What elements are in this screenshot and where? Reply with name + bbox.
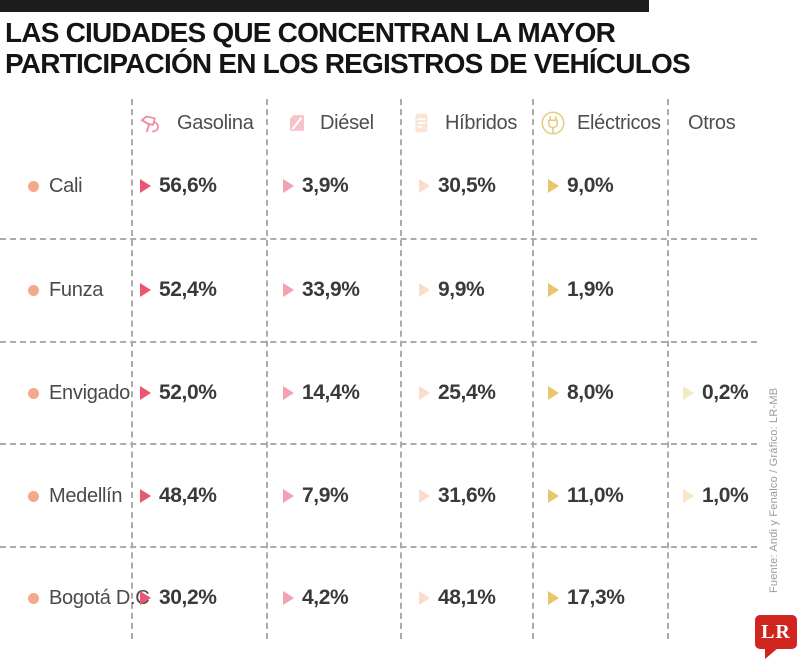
triangle-marker-icon	[419, 283, 430, 297]
triangle-marker-icon	[683, 489, 694, 503]
city-label: Funza	[49, 278, 104, 301]
value-cell: 48,4%	[140, 478, 217, 514]
table-row-medellin: Medellín 48,4% 7,9% 31,6% 11,0% 1,0%	[0, 478, 800, 514]
table-row-bogota: Bogotá D.C 30,2% 4,2% 48,1% 17,3%	[0, 580, 800, 616]
city-cell: Medellín	[28, 478, 123, 514]
bullet-dot-icon	[28, 387, 39, 399]
column-header-label: Diésel	[320, 111, 374, 134]
value-cell: 17,3%	[548, 580, 625, 616]
bullet-dot-icon	[28, 592, 39, 604]
triangle-marker-icon	[283, 283, 294, 297]
grid-vline	[131, 99, 133, 639]
value-cell: 1,9%	[548, 272, 614, 308]
lr-logo-box: LR	[755, 615, 797, 649]
grid-vline	[400, 99, 402, 639]
triangle-marker-icon	[548, 283, 559, 297]
city-label: Medellín	[49, 484, 123, 507]
city-cell: Bogotá D.C	[28, 580, 150, 616]
column-header-gasolina: Gasolina	[138, 103, 254, 143]
fuel-pump-icon	[138, 108, 168, 138]
value-cell: 11,0%	[548, 478, 624, 514]
column-header-diesel: Diésel	[283, 103, 374, 143]
column-header-otros: Otros	[688, 103, 736, 143]
value-cell: 14,4%	[283, 375, 360, 411]
value-cell: 30,5%	[419, 168, 496, 204]
grid-hline	[0, 341, 757, 343]
table-row-funza: Funza 52,4% 33,9% 9,9% 1,9%	[0, 272, 800, 308]
triangle-marker-icon	[283, 591, 294, 605]
triangle-marker-icon	[140, 283, 151, 297]
grid-vline	[266, 99, 268, 639]
table-row-envigado: Envigado 52,0% 14,4% 25,4% 8,0% 0,2%	[0, 375, 800, 411]
column-header-electricos: Eléctricos	[538, 103, 661, 143]
value-cell: 8,0%	[548, 375, 614, 411]
triangle-marker-icon	[548, 489, 559, 503]
lr-logo-tail-icon	[765, 648, 778, 659]
source-credit: Fuente: Andi y Fenalco / Gráfico: LR-MB	[768, 387, 780, 593]
triangle-marker-icon	[283, 179, 294, 193]
value-cell: 3,9%	[283, 168, 349, 204]
grid-hline	[0, 238, 757, 240]
column-header-hibridos: Híbridos	[406, 103, 517, 143]
lr-logo: LR	[755, 615, 797, 659]
triangle-marker-icon	[419, 386, 430, 400]
grid-vline	[532, 99, 534, 639]
triangle-marker-icon	[283, 489, 294, 503]
triangle-marker-icon	[683, 386, 694, 400]
page-title: LAS CIUDADES QUE CONCENTRAN LA MAYOR PAR…	[5, 17, 691, 79]
value-cell: 4,2%	[283, 580, 349, 616]
value-cell: 7,9%	[283, 478, 349, 514]
value-cell: 48,1%	[419, 580, 496, 616]
value-cell: 9,0%	[548, 168, 614, 204]
electric-plug-icon	[538, 108, 568, 138]
triangle-marker-icon	[140, 386, 151, 400]
column-header-label: Híbridos	[445, 111, 518, 134]
value-cell: 30,2%	[140, 580, 217, 616]
column-header-label: Otros	[688, 111, 736, 134]
triangle-marker-icon	[419, 179, 430, 193]
triangle-marker-icon	[283, 386, 294, 400]
hybrid-charger-icon	[406, 108, 436, 138]
city-cell: Envigado	[28, 375, 130, 411]
value-cell: 0,2%	[683, 375, 749, 411]
value-cell: 52,4%	[140, 272, 217, 308]
city-cell: Funza	[28, 272, 103, 308]
city-cell: Cali	[28, 168, 83, 204]
triangle-marker-icon	[140, 179, 151, 193]
value-cell: 31,6%	[419, 478, 496, 514]
title-line-2: PARTICIPACIÓN EN LOS REGISTROS DE VEHÍCU…	[5, 48, 691, 79]
value-cell: 9,9%	[419, 272, 485, 308]
column-header-label: Eléctricos	[577, 111, 661, 134]
fuel-can-icon	[283, 109, 311, 137]
triangle-marker-icon	[140, 489, 151, 503]
top-accent-bar	[0, 0, 649, 12]
triangle-marker-icon	[548, 179, 559, 193]
value-cell: 52,0%	[140, 375, 217, 411]
triangle-marker-icon	[419, 591, 430, 605]
value-cell: 25,4%	[419, 375, 496, 411]
table-row-cali: Cali 56,6% 3,9% 30,5% 9,0%	[0, 168, 800, 204]
city-label: Cali	[49, 174, 83, 197]
city-label: Envigado	[49, 381, 130, 404]
value-cell: 56,6%	[140, 168, 217, 204]
lr-logo-text: LR	[761, 620, 791, 643]
bullet-dot-icon	[28, 180, 39, 192]
grid-vline	[667, 99, 669, 639]
grid-hline	[0, 443, 757, 445]
title-line-1: LAS CIUDADES QUE CONCENTRAN LA MAYOR	[5, 17, 616, 48]
grid-hline	[0, 546, 757, 548]
bullet-dot-icon	[28, 284, 39, 296]
triangle-marker-icon	[548, 386, 559, 400]
bullet-dot-icon	[28, 490, 39, 502]
column-header-label: Gasolina	[177, 111, 254, 134]
value-cell: 1,0%	[683, 478, 749, 514]
value-cell: 33,9%	[283, 272, 360, 308]
city-label: Bogotá D.C	[49, 586, 150, 609]
triangle-marker-icon	[548, 591, 559, 605]
triangle-marker-icon	[419, 489, 430, 503]
triangle-marker-icon	[140, 591, 151, 605]
